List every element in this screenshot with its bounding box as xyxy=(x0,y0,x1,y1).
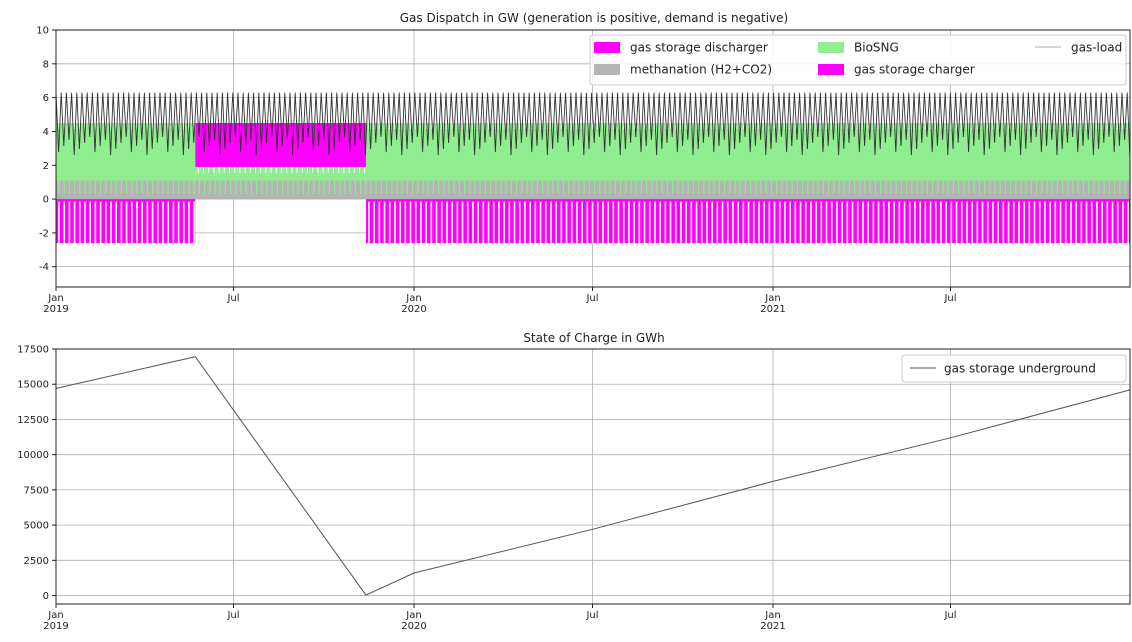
gas-storage-charger-oscillation xyxy=(58,201,195,244)
y-tick-label: 17500 xyxy=(17,345,49,356)
legend-swatch xyxy=(594,64,620,75)
gas-storage-charger-area xyxy=(56,199,196,244)
y-tick-label: 10000 xyxy=(17,450,49,461)
y-axis: 0 2500 5000 7500 10000 12500 15000 17500 xyxy=(17,345,56,602)
x-tick-year-label: 2019 xyxy=(43,304,68,315)
y-tick-label: 8 xyxy=(43,59,49,70)
gas-storage-underground-line xyxy=(55,356,1131,596)
legend-box xyxy=(901,354,1127,383)
x-tick-label: Jan xyxy=(405,610,421,621)
gas-dispatch-chart: Gas Dispatch in GW (generation is positi… xyxy=(36,11,1131,315)
legend-label: gas storage discharger xyxy=(630,41,768,55)
x-tick-label: Jul xyxy=(585,610,598,621)
chart-title: Gas Dispatch in GW (generation is positi… xyxy=(400,11,788,25)
x-tick-label: Jul xyxy=(585,293,598,304)
legend-label: gas storage underground xyxy=(944,362,1096,376)
y-tick-label: 7500 xyxy=(24,485,49,496)
x-tick-year-label: 2020 xyxy=(401,621,426,632)
x-tick-label: Jan xyxy=(405,293,421,304)
x-tick-label: Jan xyxy=(764,610,780,621)
methanation-h2-co2-oscillation xyxy=(58,180,1126,195)
x-tick-label: Jul xyxy=(943,610,956,621)
x-tick-year-label: 2021 xyxy=(760,621,785,632)
dispatch-areas xyxy=(55,92,1131,244)
y-tick-label: -4 xyxy=(39,262,49,273)
x-tick-year-label: 2019 xyxy=(43,621,68,632)
legend-label: gas-load xyxy=(1071,41,1122,55)
x-tick-year-label: 2021 xyxy=(760,304,785,315)
legend: gas storage underground xyxy=(901,354,1127,383)
y-axis: -4 -2 0 2 4 6 8 10 xyxy=(36,26,56,273)
plot-area xyxy=(56,349,1130,604)
x-tick-label: Jan xyxy=(47,610,63,621)
state-of-charge-chart: State of Charge in GWh 0 2500 5000 7500 1000… xyxy=(17,331,1131,632)
legend-label: BioSNG xyxy=(854,41,899,55)
y-tick-label: 15000 xyxy=(17,380,49,391)
y-tick-label: 6 xyxy=(43,93,49,104)
x-tick-label: Jan xyxy=(47,293,63,304)
x-tick-label: Jul xyxy=(226,293,239,304)
gas-storage-charger-oscillation xyxy=(368,201,1129,244)
x-tick-label: Jan xyxy=(764,293,780,304)
legend-label: gas storage charger xyxy=(854,63,975,77)
x-tick-year-label: 2020 xyxy=(401,304,426,315)
x-tick-label: Jul xyxy=(943,293,956,304)
biosng-oscillation xyxy=(197,166,366,173)
legend-swatch xyxy=(818,42,844,53)
gas-load-line xyxy=(55,92,1131,156)
y-tick-label: 4 xyxy=(43,127,49,138)
chart-title: State of Charge in GWh xyxy=(523,331,664,345)
y-tick-label: 2500 xyxy=(24,556,49,567)
legend-box xyxy=(589,34,1127,86)
y-tick-label: 10 xyxy=(36,26,49,37)
legend: gas storage discharger BioSNG gas-load meth… xyxy=(589,34,1127,86)
legend-label: methanation (H2+CO2) xyxy=(630,63,772,77)
y-tick-label: 12500 xyxy=(17,415,49,426)
y-tick-label: 5000 xyxy=(24,521,49,532)
legend-swatch xyxy=(594,42,620,53)
x-tick-label: Jul xyxy=(226,610,239,621)
y-tick-label: 2 xyxy=(43,161,49,172)
y-tick-label: 0 xyxy=(43,195,49,206)
y-tick-label: -2 xyxy=(39,228,49,239)
legend-swatch xyxy=(818,64,844,75)
y-tick-label: 0 xyxy=(43,591,49,602)
